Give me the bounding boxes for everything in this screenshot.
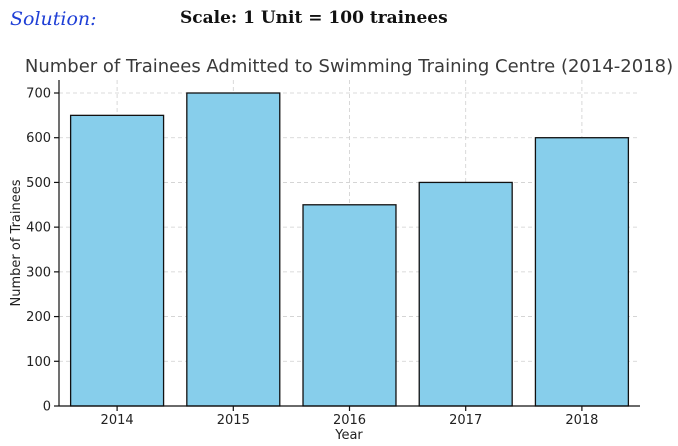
y-axis-label: Number of Trainees bbox=[9, 179, 24, 306]
scale-text: Scale: 1 Unit = 100 trainees bbox=[180, 8, 448, 28]
x-tick-label-2015: 2015 bbox=[217, 413, 250, 428]
y-tick-label: 700 bbox=[26, 87, 51, 102]
bar-2018 bbox=[534, 137, 630, 407]
y-tick-label: 600 bbox=[26, 131, 51, 146]
x-tick-label-2016: 2016 bbox=[333, 413, 366, 428]
y-tick-label: 400 bbox=[26, 221, 51, 236]
bar-layer bbox=[69, 92, 630, 407]
y-tick-label: 500 bbox=[26, 176, 51, 191]
x-axis-label: Year bbox=[334, 428, 363, 443]
bar-2015 bbox=[186, 92, 281, 407]
axis-layer: 0 100 200 300 400 500 600 700 2014 2015 2016 2017 20… bbox=[26, 80, 640, 428]
y-tick-label: 0 bbox=[43, 400, 51, 415]
y-tick-label: 200 bbox=[26, 310, 51, 325]
solution-label: Solution: bbox=[10, 8, 97, 30]
bar-2017 bbox=[418, 181, 513, 407]
chart-title: Number of Trainees Admitted to Swimming … bbox=[25, 56, 673, 77]
x-tick-label-2017: 2017 bbox=[449, 413, 482, 428]
bar-2016 bbox=[302, 204, 397, 407]
y-tick-label: 100 bbox=[26, 355, 51, 370]
y-tick-label: 300 bbox=[26, 265, 51, 280]
bar-2014 bbox=[69, 114, 165, 407]
x-tick-label-2018: 2018 bbox=[565, 413, 598, 428]
x-tick-label-2014: 2014 bbox=[101, 413, 134, 428]
solution-header: Solution: Scale: 1 Unit = 100 trainees bbox=[10, 8, 670, 36]
